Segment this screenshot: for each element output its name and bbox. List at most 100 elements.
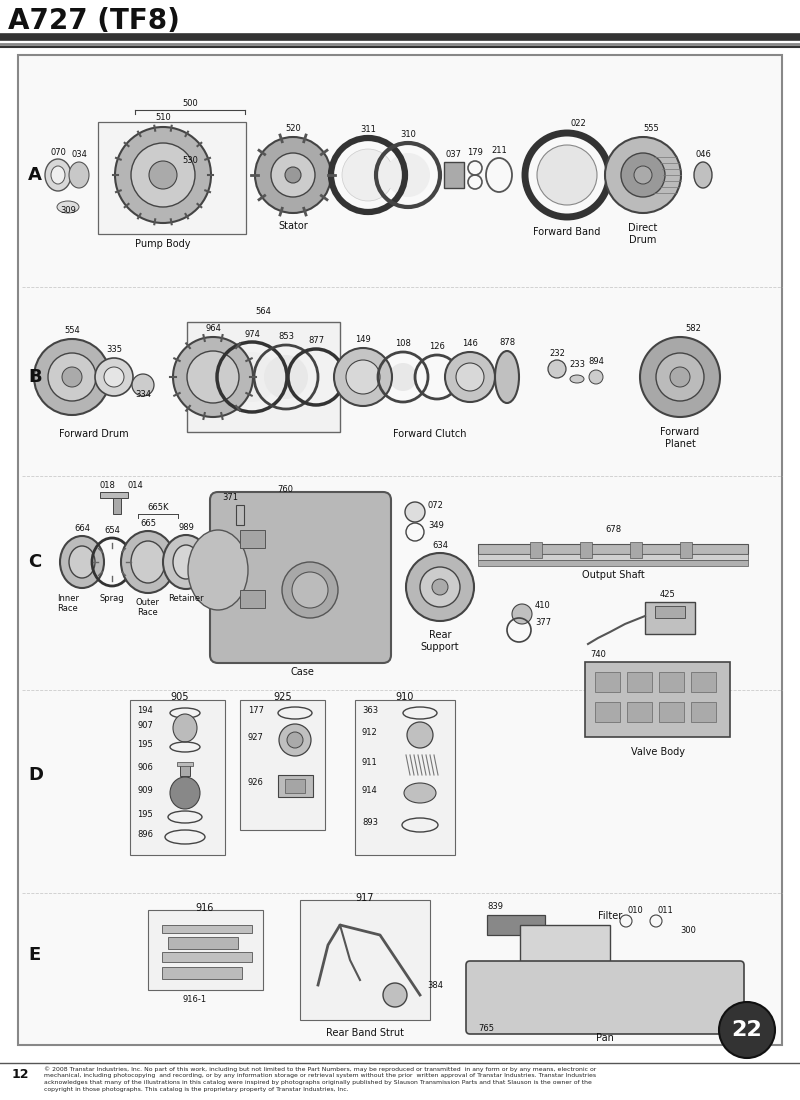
Text: Direct
Drum: Direct Drum [628,223,658,244]
Circle shape [537,145,597,205]
Text: 194: 194 [137,706,153,715]
Circle shape [621,153,665,197]
Circle shape [264,355,308,399]
Text: 926: 926 [248,778,264,786]
Text: 520: 520 [285,124,301,133]
Text: 335: 335 [106,345,122,354]
Text: 765: 765 [478,1024,494,1033]
Text: 12: 12 [12,1068,30,1081]
Circle shape [389,363,417,390]
Text: 989: 989 [178,522,194,532]
Circle shape [131,143,195,207]
Text: Valve Body: Valve Body [631,747,685,757]
Text: 309: 309 [60,206,76,214]
Text: 384: 384 [427,981,443,990]
Text: 108: 108 [395,339,411,348]
Ellipse shape [173,714,197,742]
Bar [627,672,652,692]
Text: 909: 909 [137,786,153,795]
Bar [278,776,313,798]
Bar [478,554,748,560]
Text: 349: 349 [428,521,444,530]
Text: 530: 530 [182,156,198,165]
Bar [487,915,545,935]
Bar [659,672,684,692]
Ellipse shape [570,375,584,383]
Circle shape [279,724,311,756]
Circle shape [548,360,566,378]
Ellipse shape [60,536,104,588]
Ellipse shape [131,541,165,583]
Text: 146: 146 [462,339,478,348]
Text: 126: 126 [429,342,445,351]
Bar [680,542,692,558]
Text: C: C [28,553,42,571]
Circle shape [407,722,433,748]
Text: Rear
Support: Rear Support [421,630,459,651]
Circle shape [149,161,177,189]
Text: 177: 177 [248,706,264,715]
Circle shape [719,1002,775,1058]
Bar [240,590,265,608]
Bar [691,702,716,722]
Text: 425: 425 [660,590,676,600]
Text: 839: 839 [487,902,503,911]
Bar [113,498,121,514]
Bar [655,606,685,618]
Text: 582: 582 [685,324,701,333]
Text: E: E [28,946,40,964]
Circle shape [104,367,124,387]
Text: 665: 665 [140,519,156,528]
Bar [355,700,455,855]
Text: 896: 896 [137,830,153,839]
Bar [98,122,246,234]
Ellipse shape [170,777,200,808]
Text: Inner
Race: Inner Race [57,594,79,614]
Ellipse shape [188,530,248,610]
Text: 310: 310 [400,130,416,139]
Circle shape [640,337,720,417]
Text: 907: 907 [137,720,153,730]
Circle shape [405,502,425,522]
Ellipse shape [404,783,436,803]
Text: Forward Band: Forward Band [534,227,601,236]
Circle shape [386,153,430,197]
Circle shape [334,348,392,406]
Circle shape [656,353,704,402]
Circle shape [282,562,338,618]
Circle shape [605,138,681,213]
Text: 634: 634 [432,541,448,550]
Circle shape [187,351,239,403]
Text: 878: 878 [499,338,515,346]
Ellipse shape [694,162,712,188]
Bar [236,505,244,525]
Circle shape [48,353,96,402]
Text: 925: 925 [274,692,292,702]
Text: 363: 363 [362,706,378,715]
Text: 037: 037 [446,150,462,160]
Circle shape [115,126,211,223]
Text: Pan: Pan [596,1033,614,1043]
Ellipse shape [57,201,79,213]
Circle shape [132,374,154,396]
Circle shape [406,553,474,621]
Bar [285,779,305,793]
Text: 232: 232 [549,349,565,358]
Text: Output Shaft: Output Shaft [582,570,644,580]
Text: © 2008 Transtar Industries, Inc. No part of this work, including but not limited: © 2008 Transtar Industries, Inc. No part… [44,1066,596,1092]
Circle shape [445,352,495,402]
Text: 905: 905 [170,692,190,702]
Text: Forward Drum: Forward Drum [59,429,129,439]
Text: 853: 853 [278,332,294,341]
Text: D: D [28,766,43,784]
Text: 927: 927 [248,733,264,742]
Text: 022: 022 [570,119,586,128]
Text: 334: 334 [135,390,151,399]
Text: 377: 377 [535,618,551,627]
Bar [240,700,325,830]
Text: 034: 034 [71,150,87,160]
Text: 233: 233 [569,360,585,368]
Circle shape [285,167,301,183]
Text: Retainer: Retainer [168,594,204,603]
Text: Filter: Filter [598,911,622,921]
